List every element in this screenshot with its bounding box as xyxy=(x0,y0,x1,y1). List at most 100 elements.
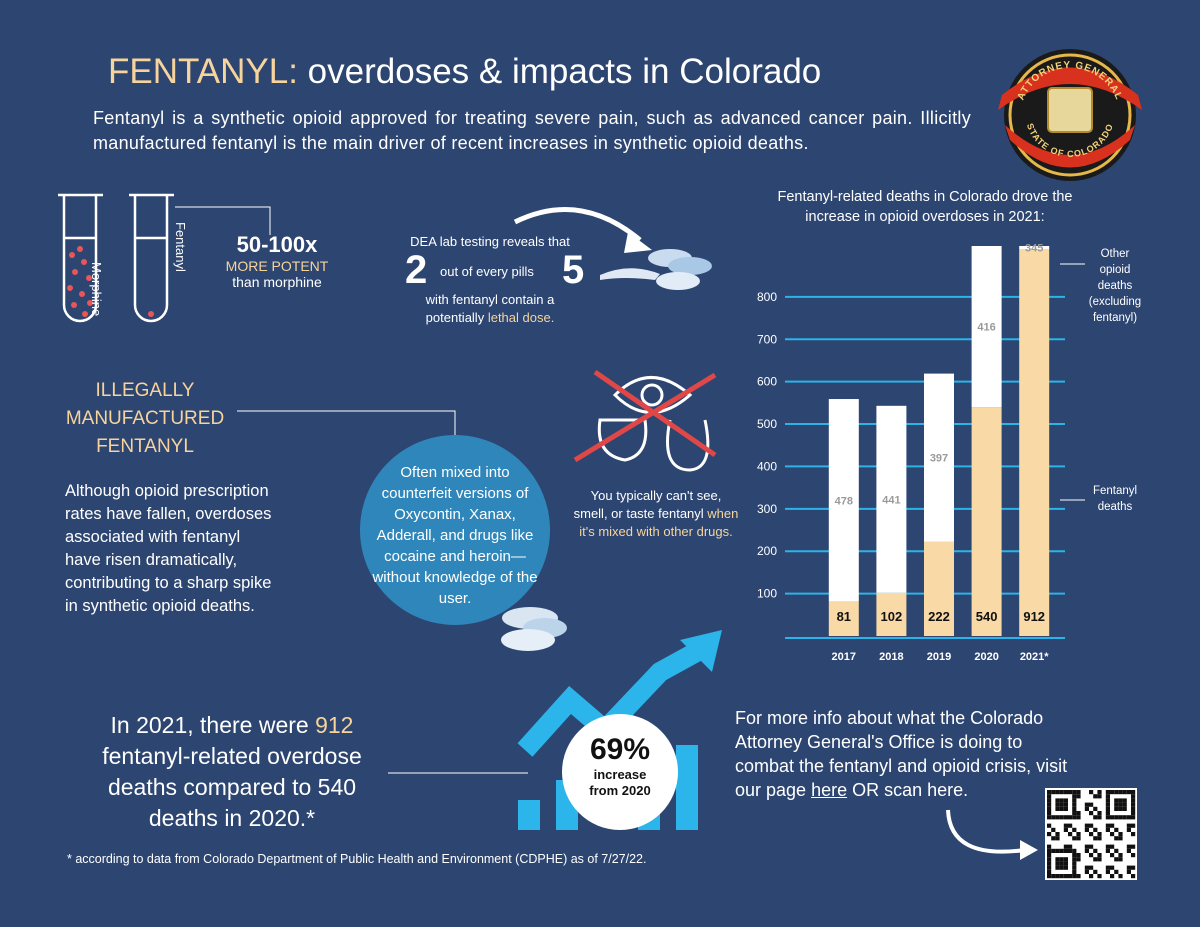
more-info-link[interactable]: here xyxy=(811,780,848,800)
qr-cell xyxy=(1126,869,1131,874)
qr-cell xyxy=(1131,794,1136,799)
qr-cell xyxy=(1084,806,1089,811)
qr-cell xyxy=(1047,848,1052,853)
bar-segment xyxy=(828,601,859,636)
qr-cell xyxy=(1118,832,1123,837)
title-rest: overdoses & impacts in Colorado xyxy=(307,52,822,91)
senses-icon xyxy=(573,369,717,472)
qr-cell xyxy=(1047,798,1052,803)
qr-cell xyxy=(1118,815,1123,820)
qr-cell xyxy=(1059,790,1064,795)
qr-cell xyxy=(1105,794,1110,799)
qr-cell xyxy=(1131,802,1136,807)
qr-cell xyxy=(1084,869,1089,874)
intro: Fentanyl is a synthetic opioid approved … xyxy=(93,108,971,153)
qr-cell xyxy=(1072,802,1077,807)
bar-segment xyxy=(924,373,954,542)
footnote: * according to data from Colorado Depart… xyxy=(67,852,647,866)
qr-cell xyxy=(1105,827,1110,832)
qr-arrow-head xyxy=(1020,840,1038,860)
pills xyxy=(600,249,712,290)
dea-middle: out of every pills xyxy=(440,264,534,279)
tube-label: Fentanyl xyxy=(173,222,188,272)
qr-cell xyxy=(1105,848,1110,853)
qr-cell xyxy=(1122,798,1127,803)
qr-cell xyxy=(1047,790,1052,795)
qr-cell xyxy=(1122,815,1127,820)
qr-cell xyxy=(1059,802,1064,807)
data-label: 441 xyxy=(882,494,900,506)
seal: ATTORNEY GENERAL STATE OF COLORADO xyxy=(998,49,1142,181)
qr-cell xyxy=(1110,874,1115,879)
qr-cell xyxy=(1089,811,1094,816)
qr-cell xyxy=(1131,853,1136,858)
qr-cell xyxy=(1076,815,1081,820)
qr-cell xyxy=(1051,848,1056,853)
data-label: 540 xyxy=(976,609,998,624)
qr-cell xyxy=(1131,874,1136,879)
bar-segment xyxy=(876,592,907,636)
qr-cell xyxy=(1063,848,1068,853)
qr-cell xyxy=(1055,874,1060,879)
qr-cell xyxy=(1076,790,1081,795)
qr-cell xyxy=(1063,802,1068,807)
title: FENTANYL: overdoses & impacts in Colorad… xyxy=(108,52,948,92)
qr-cell xyxy=(1131,811,1136,816)
qr-cell xyxy=(1089,823,1094,828)
qr-cell xyxy=(1089,874,1094,879)
potency-label: MORE POTENT xyxy=(225,258,329,274)
qr-cell xyxy=(1047,853,1052,858)
y-tick-label: 600 xyxy=(757,375,777,389)
qr-cell xyxy=(1097,853,1102,858)
pills-2 xyxy=(501,607,567,651)
potency: 50-100x MORE POTENT than morphine xyxy=(212,232,342,290)
arrow-head xyxy=(624,232,652,253)
qr-cell xyxy=(1118,857,1123,862)
qr-cell xyxy=(1076,874,1081,879)
qr-cell xyxy=(1047,815,1052,820)
qr-cell xyxy=(1093,815,1098,820)
qr-cell xyxy=(1063,827,1068,832)
qr-cell xyxy=(1047,844,1052,849)
qr-cell xyxy=(1063,857,1068,862)
bars xyxy=(828,246,1050,637)
qr-cell xyxy=(1084,823,1089,828)
qr-cell xyxy=(1114,798,1119,803)
y-tick-label: 400 xyxy=(757,459,777,473)
qr-cell xyxy=(1110,790,1115,795)
qr-cell xyxy=(1047,832,1052,837)
qr-cell xyxy=(1072,794,1077,799)
qr-cell xyxy=(1063,823,1068,828)
qr-cell xyxy=(1072,836,1077,841)
legend-label: Fentanyl deaths xyxy=(1093,485,1137,513)
qr-cell xyxy=(1076,853,1081,858)
qr-cell xyxy=(1084,844,1089,849)
qr-cell xyxy=(1072,874,1077,879)
qr-cell xyxy=(1047,802,1052,807)
bar-segment xyxy=(1019,246,1050,250)
qr-cell xyxy=(1072,853,1077,858)
title-highlight: FENTANYL: xyxy=(108,52,298,91)
qr-cell xyxy=(1122,802,1127,807)
qr-cell xyxy=(1114,790,1119,795)
qr-cell xyxy=(1055,806,1060,811)
y-tick-label: 500 xyxy=(757,417,777,431)
qr-cell xyxy=(1118,790,1123,795)
x-tick-label: 2019 xyxy=(927,651,951,663)
qr-cell xyxy=(1110,844,1115,849)
y-tick-label: 100 xyxy=(757,587,777,601)
qr-cell xyxy=(1105,869,1110,874)
qr-cell xyxy=(1063,861,1068,866)
qr-cell xyxy=(1063,844,1068,849)
qr-cell xyxy=(1059,806,1064,811)
y-tick-label: 300 xyxy=(757,502,777,516)
qr-cell xyxy=(1126,844,1131,849)
qr-cell xyxy=(1059,874,1064,879)
qr-cell xyxy=(1076,832,1081,837)
qr-cell xyxy=(1122,790,1127,795)
qr-cell xyxy=(1105,790,1110,795)
summary-rest: fentanyl-related overdose deaths compare… xyxy=(102,743,362,831)
qr-cell xyxy=(1055,865,1060,870)
qr-cell xyxy=(1105,844,1110,849)
qr-cell xyxy=(1118,806,1123,811)
